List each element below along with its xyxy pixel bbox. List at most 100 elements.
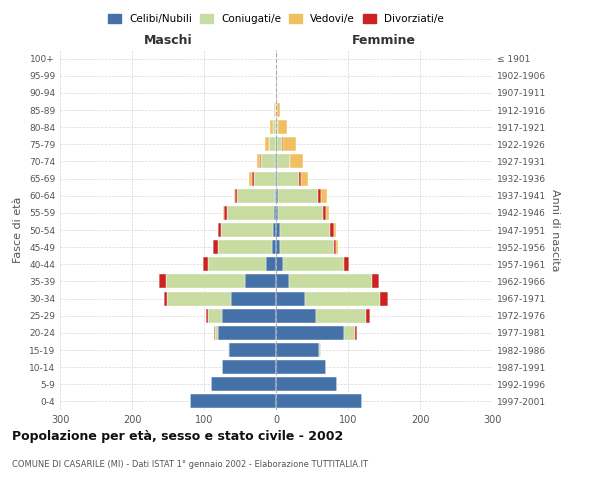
Text: Maschi: Maschi [143, 34, 193, 48]
Bar [276, 394, 362, 408]
Bar [305, 292, 380, 306]
Bar [251, 172, 254, 185]
Bar [278, 188, 318, 202]
Bar [275, 154, 276, 168]
Bar [322, 188, 327, 202]
Bar [276, 86, 277, 100]
Bar [166, 274, 245, 288]
Bar [222, 308, 276, 322]
Legend: Celibi/Nubili, Coniugati/e, Vedovi/e, Divorziati/e: Celibi/Nubili, Coniugati/e, Vedovi/e, Di… [104, 10, 448, 29]
Bar [208, 308, 222, 322]
Bar [380, 292, 388, 306]
Bar [273, 120, 276, 134]
Bar [277, 172, 299, 185]
Bar [277, 103, 280, 117]
Bar [276, 68, 277, 82]
Bar [224, 206, 227, 220]
Bar [261, 154, 275, 168]
Bar [275, 103, 276, 117]
Bar [276, 343, 319, 357]
Bar [330, 223, 334, 237]
Bar [276, 378, 337, 392]
Bar [283, 138, 296, 151]
Bar [211, 378, 276, 392]
Bar [366, 308, 370, 322]
Bar [283, 258, 344, 272]
Bar [372, 274, 379, 288]
Bar [334, 223, 336, 237]
Bar [278, 120, 287, 134]
Bar [274, 206, 276, 220]
Bar [276, 360, 326, 374]
Bar [269, 138, 276, 151]
Bar [276, 240, 280, 254]
Bar [276, 188, 278, 202]
Bar [270, 120, 273, 134]
Bar [218, 240, 272, 254]
Bar [344, 258, 349, 272]
Bar [355, 326, 356, 340]
Bar [208, 258, 266, 272]
Bar [257, 154, 260, 168]
Bar [276, 154, 277, 168]
Bar [276, 274, 289, 288]
Bar [215, 326, 218, 340]
Bar [237, 188, 275, 202]
Bar [289, 274, 372, 288]
Bar [290, 154, 304, 168]
Bar [278, 206, 323, 220]
Bar [203, 258, 208, 272]
Y-axis label: Fasce di età: Fasce di età [13, 197, 23, 263]
Bar [334, 240, 337, 254]
Bar [218, 223, 221, 237]
Bar [276, 138, 277, 151]
Bar [344, 326, 355, 340]
Bar [160, 274, 166, 288]
Bar [276, 292, 305, 306]
Bar [276, 223, 280, 237]
Bar [229, 343, 276, 357]
Bar [276, 206, 278, 220]
Bar [164, 292, 167, 306]
Bar [227, 206, 274, 220]
Bar [280, 240, 334, 254]
Bar [276, 120, 278, 134]
Bar [299, 172, 301, 185]
Text: COMUNE DI CASARILE (MI) - Dati ISTAT 1° gennaio 2002 - Elaborazione TUTTITALIA.I: COMUNE DI CASARILE (MI) - Dati ISTAT 1° … [12, 460, 368, 469]
Bar [316, 308, 366, 322]
Bar [254, 172, 275, 185]
Bar [214, 326, 215, 340]
Bar [167, 292, 232, 306]
Bar [276, 308, 316, 322]
Y-axis label: Anni di nascita: Anni di nascita [550, 188, 560, 271]
Bar [222, 360, 276, 374]
Bar [276, 103, 277, 117]
Bar [232, 292, 276, 306]
Bar [276, 258, 283, 272]
Bar [301, 172, 308, 185]
Bar [275, 188, 276, 202]
Bar [272, 240, 276, 254]
Bar [276, 172, 277, 185]
Bar [265, 138, 269, 151]
Bar [318, 188, 322, 202]
Bar [337, 240, 338, 254]
Bar [245, 274, 276, 288]
Text: Femmine: Femmine [352, 34, 416, 48]
Bar [280, 223, 330, 237]
Bar [275, 172, 276, 185]
Bar [277, 138, 283, 151]
Bar [250, 172, 251, 185]
Bar [260, 154, 261, 168]
Bar [214, 240, 218, 254]
Bar [277, 154, 290, 168]
Text: Popolazione per età, sesso e stato civile - 2002: Popolazione per età, sesso e stato civil… [12, 430, 343, 443]
Bar [218, 326, 276, 340]
Bar [326, 206, 329, 220]
Bar [221, 223, 273, 237]
Bar [233, 188, 235, 202]
Bar [319, 343, 322, 357]
Bar [274, 103, 275, 117]
Bar [206, 308, 208, 322]
Bar [190, 394, 276, 408]
